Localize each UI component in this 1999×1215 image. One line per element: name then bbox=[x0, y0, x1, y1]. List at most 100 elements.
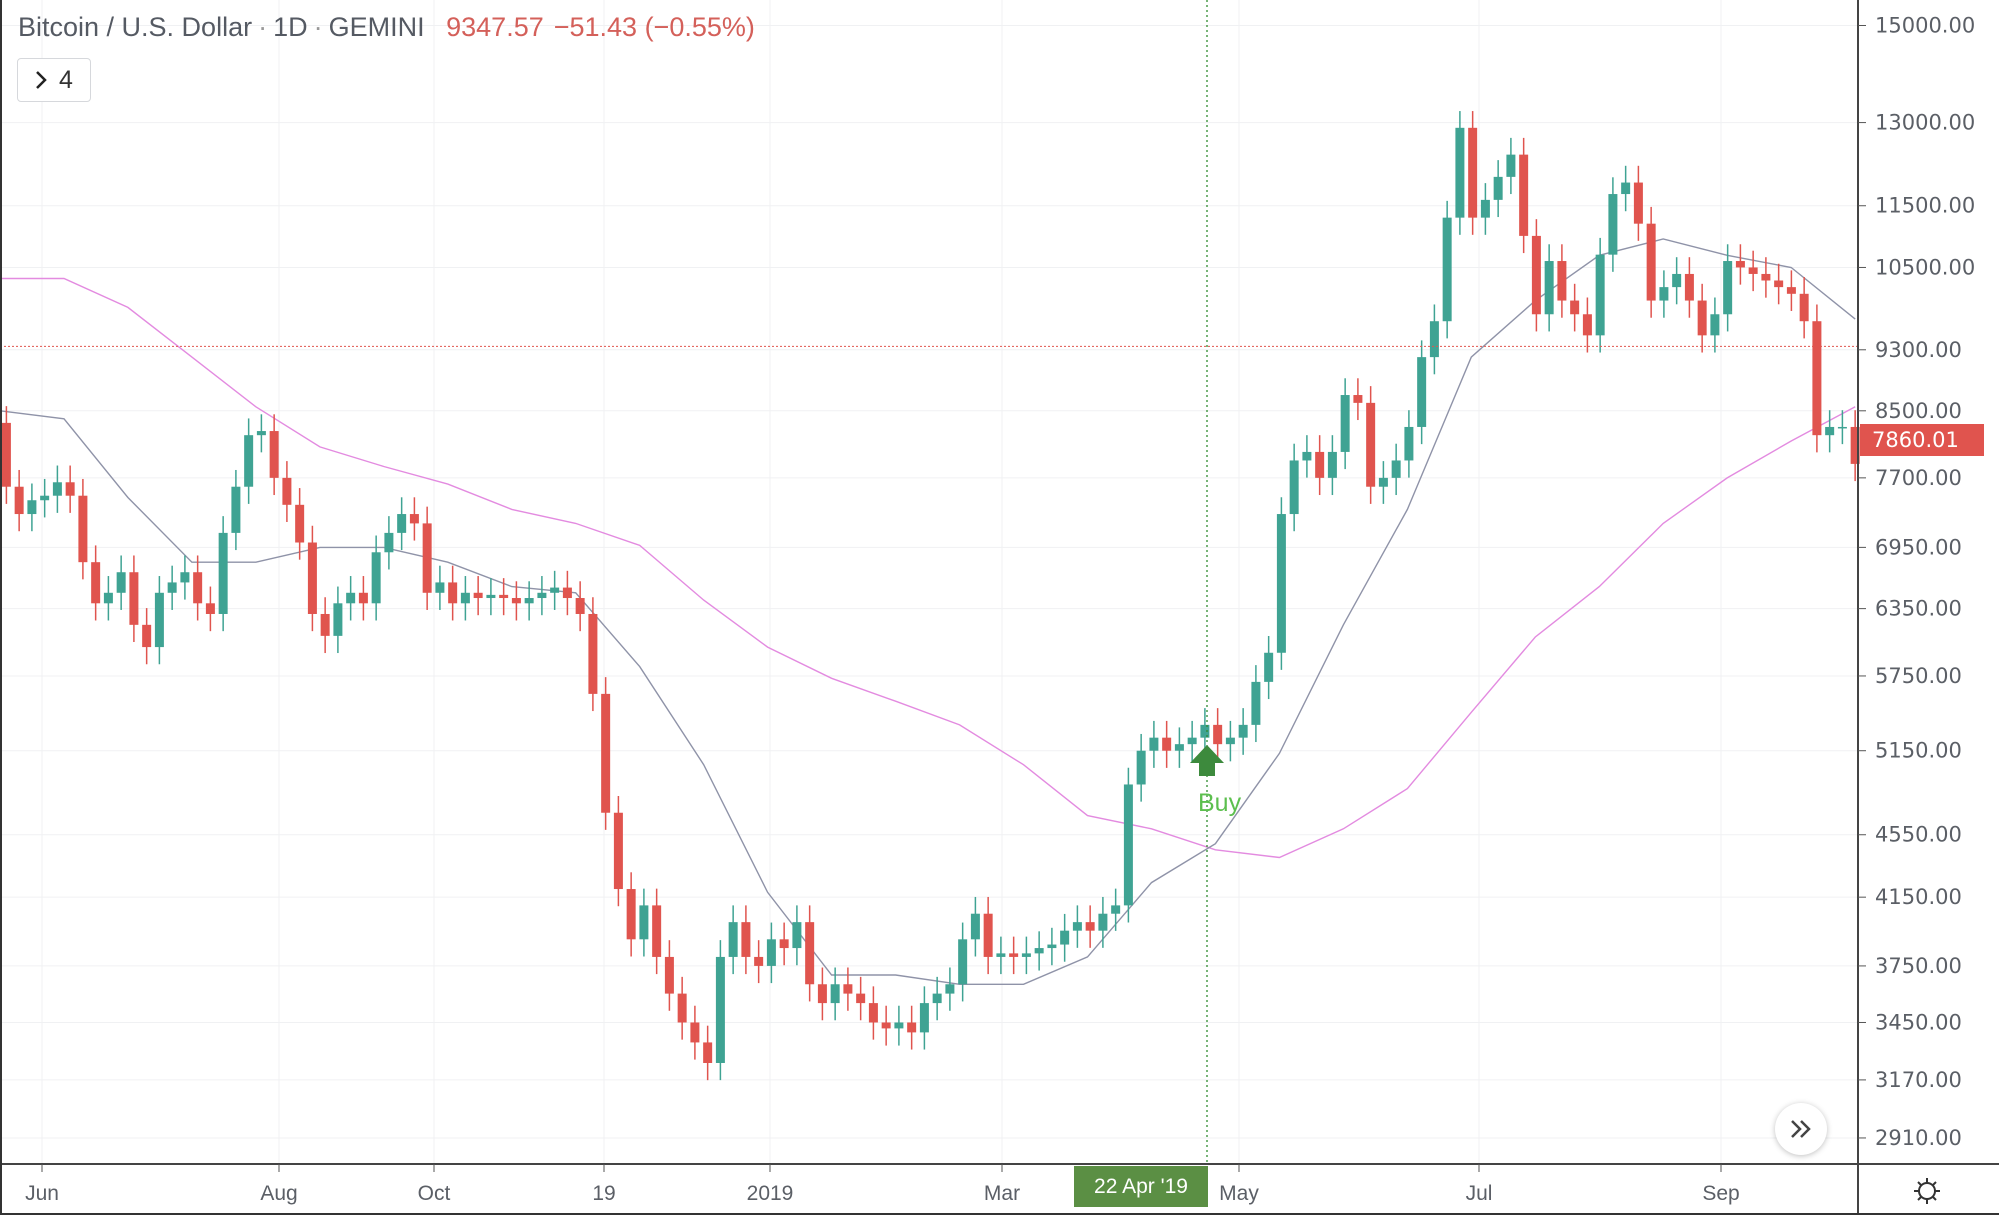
candle bbox=[626, 872, 636, 957]
candle-body bbox=[652, 905, 662, 957]
candle-body bbox=[677, 993, 687, 1023]
candle bbox=[1595, 237, 1605, 353]
candle bbox=[766, 922, 776, 984]
candle-body bbox=[1748, 267, 1758, 274]
candle-body bbox=[1225, 737, 1235, 745]
moving-average-fast bbox=[0, 238, 1856, 985]
y-tick-label: 4550.00 bbox=[1875, 823, 1962, 847]
candle bbox=[970, 896, 980, 957]
candle-body bbox=[932, 993, 942, 1004]
candle bbox=[1659, 270, 1669, 318]
y-tick-label: 5750.00 bbox=[1875, 664, 1962, 688]
candle bbox=[1480, 183, 1490, 235]
candle-body bbox=[588, 613, 598, 694]
candle bbox=[1302, 435, 1312, 478]
candle bbox=[460, 576, 470, 621]
candle-body bbox=[448, 582, 458, 604]
last-price-label: 7860.01 bbox=[1860, 424, 1984, 456]
y-tick-label: 8500.00 bbox=[1875, 399, 1962, 423]
candle-body bbox=[511, 598, 521, 604]
candle-body bbox=[409, 514, 419, 524]
candle-body bbox=[715, 956, 725, 1063]
candle-body bbox=[754, 956, 764, 966]
price-axis[interactable]: 15000.00 13000.00 11500.00 10500.00 9300.00 8… bbox=[1858, 14, 1975, 1150]
candle bbox=[397, 497, 407, 551]
candle-body bbox=[1570, 300, 1580, 315]
candle-body bbox=[27, 500, 37, 515]
candle bbox=[282, 461, 292, 522]
candle-body bbox=[295, 504, 305, 543]
candle bbox=[1646, 206, 1656, 318]
candle bbox=[1633, 165, 1643, 241]
candle bbox=[486, 578, 496, 616]
y-tick-label: 11500.00 bbox=[1875, 194, 1975, 218]
candle-body bbox=[40, 495, 50, 501]
candle bbox=[613, 795, 623, 907]
indicators-toggle-button[interactable]: 4 bbox=[17, 58, 91, 102]
candle bbox=[932, 976, 942, 1021]
candle-body bbox=[1391, 460, 1401, 478]
candle-body bbox=[613, 812, 623, 890]
candle bbox=[1519, 137, 1529, 254]
candle bbox=[333, 586, 343, 654]
candle-body bbox=[537, 592, 547, 599]
price-change: −51.43 (−0.55%) bbox=[553, 12, 755, 42]
candle bbox=[1098, 896, 1108, 948]
candle-body bbox=[983, 913, 993, 957]
time-axis[interactable]: Jun Aug Oct 19 2019 Mar May Jul Sep bbox=[25, 1164, 1740, 1205]
candle-body bbox=[103, 592, 113, 604]
candle bbox=[1162, 720, 1172, 768]
candle-body bbox=[562, 587, 572, 599]
gear-icon bbox=[1914, 1178, 1940, 1204]
y-tick-label: 3750.00 bbox=[1875, 954, 1962, 978]
candle-body bbox=[1684, 273, 1694, 301]
candle bbox=[129, 555, 139, 643]
candle-body bbox=[65, 482, 75, 496]
candle-body bbox=[664, 956, 674, 994]
y-tick-label: 7700.00 bbox=[1875, 466, 1962, 490]
candle-body bbox=[881, 1022, 891, 1029]
candle bbox=[1366, 386, 1376, 504]
x-tick-label: May bbox=[1219, 1182, 1259, 1205]
interval[interactable]: 1D bbox=[273, 12, 308, 42]
candle bbox=[1378, 461, 1388, 504]
candle bbox=[945, 967, 955, 1011]
candle-body bbox=[154, 592, 164, 648]
candle bbox=[1391, 443, 1401, 496]
candle-body bbox=[307, 542, 317, 614]
candle-body bbox=[1072, 922, 1082, 931]
candle-body bbox=[907, 1022, 917, 1033]
candles bbox=[1, 111, 1860, 1081]
candle-body bbox=[1327, 451, 1337, 478]
y-tick-label: 2910.00 bbox=[1875, 1126, 1962, 1150]
y-tick-label: 6950.00 bbox=[1875, 535, 1962, 559]
candle bbox=[1200, 708, 1210, 755]
candle bbox=[1531, 219, 1541, 332]
candle-body bbox=[1850, 426, 1860, 464]
candle-body bbox=[256, 431, 266, 436]
candle bbox=[958, 922, 968, 1002]
candle bbox=[868, 986, 878, 1040]
candle bbox=[1264, 636, 1274, 700]
settings-button[interactable] bbox=[1910, 1174, 1944, 1208]
symbol-name[interactable]: Bitcoin / U.S. Dollar bbox=[18, 12, 253, 42]
candle bbox=[269, 414, 279, 496]
candle-body bbox=[805, 922, 815, 985]
candle-body bbox=[1404, 426, 1414, 461]
candle-body bbox=[1582, 314, 1592, 336]
candle bbox=[550, 570, 560, 610]
candle bbox=[256, 414, 266, 453]
candle bbox=[422, 506, 432, 610]
y-tick-label: 10500.00 bbox=[1875, 255, 1975, 279]
candle-body bbox=[1442, 217, 1452, 322]
candle bbox=[677, 976, 687, 1040]
candle-body bbox=[1200, 724, 1210, 738]
candle bbox=[154, 576, 164, 665]
candle-body bbox=[1340, 395, 1350, 452]
candle bbox=[1799, 277, 1809, 339]
scroll-to-realtime-button[interactable] bbox=[1775, 1103, 1827, 1155]
candle-body bbox=[1519, 154, 1529, 236]
candle bbox=[1837, 410, 1847, 445]
candle bbox=[1187, 720, 1197, 762]
